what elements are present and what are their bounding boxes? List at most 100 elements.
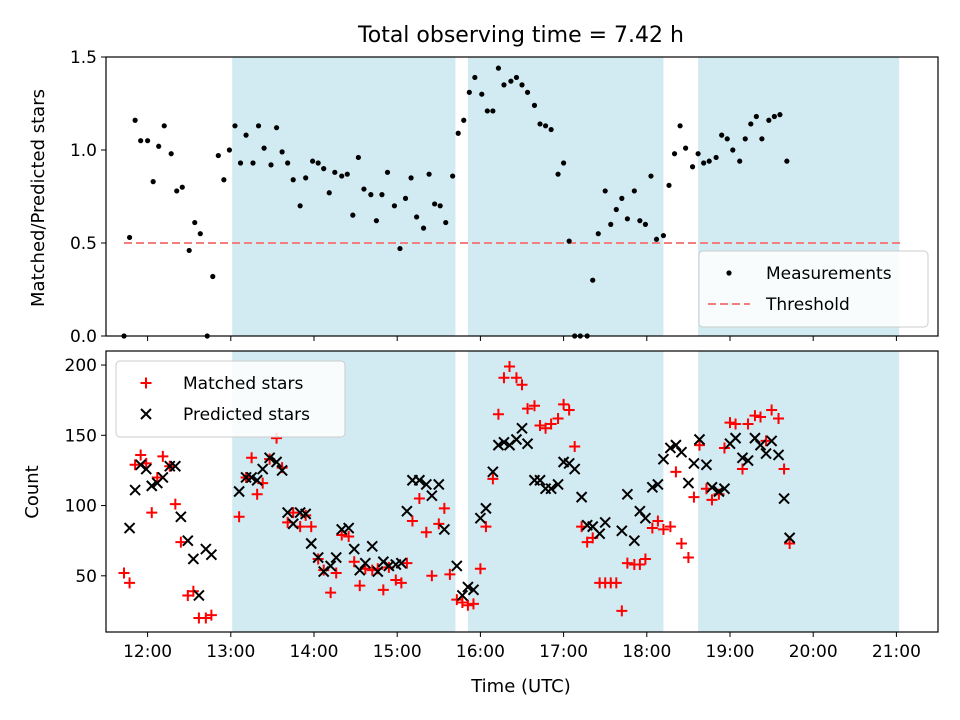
chart-title: Total observing time = 7.42 h [357,23,684,48]
data-point [593,527,606,540]
data-point [297,203,303,209]
data-point [646,522,658,534]
data-point [660,232,667,239]
data-point [433,478,445,491]
data-point [343,530,355,542]
data-point [251,488,263,500]
data-point [210,273,216,280]
data-point [255,123,262,129]
data-point [157,471,169,484]
data-point [123,522,136,534]
data-point [279,149,285,155]
data-point [330,567,342,579]
data-point [639,553,651,565]
data-point [146,480,158,492]
data-point [542,123,549,129]
data-point [332,169,338,175]
data-point [501,82,507,88]
data-point [552,412,564,424]
data-point [193,589,205,602]
data-point [688,457,700,470]
data-point [648,173,654,179]
data-point [467,584,480,596]
data-point [354,580,366,592]
data-point [545,482,557,495]
data-point [487,473,499,485]
data-point [642,221,649,227]
data-point [414,214,420,220]
data-point [777,112,783,118]
data-point [563,404,575,416]
data-point [675,446,688,458]
data-point [138,138,144,144]
data-point [718,482,731,495]
data-point [766,117,772,123]
data-point [713,154,719,161]
data-point [124,577,136,589]
data-point [437,203,443,209]
data-point [182,534,194,547]
observing-window [698,351,900,632]
data-point [474,512,487,524]
data-point [599,516,611,529]
data-point [377,584,389,596]
data-point [566,238,572,244]
data-point [433,518,445,530]
data-point [472,74,478,81]
data-point [652,515,664,527]
data-point [568,463,581,475]
data-point [461,117,467,123]
data-point [701,160,707,166]
plot-frame [105,350,939,633]
data-point [693,433,706,446]
data-point [450,173,456,179]
data-point [569,441,581,453]
data-point [759,136,765,142]
data-point [161,123,167,129]
data-point [401,557,413,569]
data-point [182,589,194,601]
data-point [420,478,433,491]
data-point [402,195,409,201]
data-point [146,507,158,519]
data-point [646,481,659,493]
y-tick-label: 200 [65,356,97,376]
data-point [778,463,790,475]
data-point [366,540,378,553]
data-point [713,485,725,498]
data-point [479,91,485,97]
data-point [474,563,486,575]
data-point [326,190,332,196]
data-point [348,543,360,555]
data-point [200,612,212,624]
data-point [263,452,276,464]
data-point [179,184,185,190]
data-point [169,498,181,510]
data-point [438,523,451,536]
data-point [492,439,505,451]
data-point [348,556,360,568]
data-point [700,459,713,471]
data-point [426,570,438,582]
data-point [342,522,355,534]
data-point [156,143,162,149]
data-point [498,436,510,449]
data-point [305,521,317,533]
data-point [736,463,748,475]
data-point [683,145,689,151]
data-point [695,151,701,157]
data-point [766,404,778,416]
data-point [628,534,641,547]
data-point [303,175,309,181]
data-point [480,502,492,515]
data-point [736,452,749,464]
data-point [372,565,384,578]
data-point [336,529,348,541]
data-point [657,453,670,465]
data-point [552,478,564,491]
data-point [281,506,294,519]
x-tick-label: 15:00 [373,642,422,662]
data-point [215,152,221,159]
data-point [350,212,356,218]
